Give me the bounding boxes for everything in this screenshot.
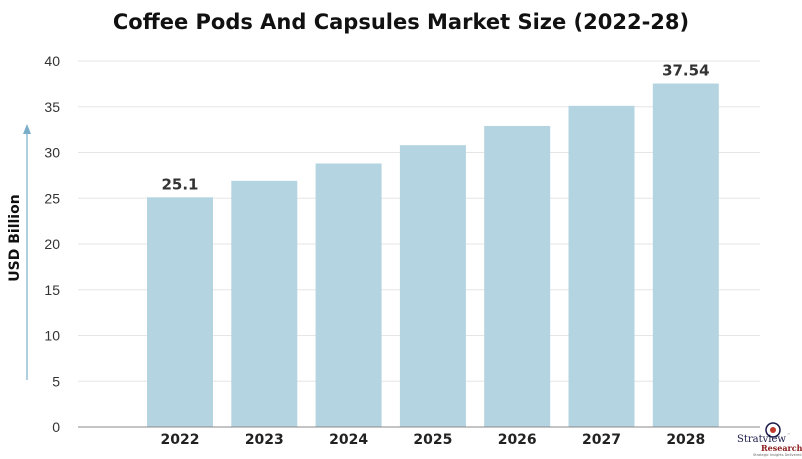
logo-tm: ™	[787, 433, 791, 437]
x-tick-label: 2027	[582, 432, 621, 448]
y-axis-label-group: USD Billion	[7, 124, 31, 380]
y-tick-label: 15	[44, 282, 60, 298]
bar-2026	[484, 125, 551, 427]
logo-sub: Research	[761, 443, 802, 453]
x-tick-label: 2024	[329, 432, 368, 448]
bar-2028	[652, 83, 719, 427]
y-tick-label: 30	[44, 145, 60, 161]
bar-2023	[231, 180, 298, 427]
logo-emblem-dot	[770, 427, 776, 433]
x-tick-label: 2023	[245, 432, 284, 448]
data-label-2028: 37.54	[662, 62, 709, 80]
logo-emblem	[765, 422, 781, 438]
data-labels: 25.1 37.54	[161, 62, 709, 194]
y-tick-label: 5	[52, 373, 60, 389]
data-label-2022: 25.1	[161, 175, 198, 193]
bar-2027	[568, 105, 635, 428]
x-axis-ticks: 2022 2023 2024 2025 2026 2027 2028	[161, 432, 706, 448]
bars	[147, 83, 719, 428]
bar-2024	[315, 163, 382, 428]
x-tick-label: 2026	[498, 432, 537, 448]
logo-tagline: Strategic Insights Delivered	[753, 453, 801, 457]
y-axis-ticks: 0 5 10 15 20 25 30 35 40	[44, 53, 60, 435]
bar-2025	[399, 145, 466, 427]
y-tick-label: 25	[44, 190, 60, 206]
y-tick-label: 0	[52, 419, 60, 435]
bar-2022	[147, 197, 213, 427]
y-axis-arrow-head	[23, 124, 31, 134]
y-axis-label: USD Billion	[7, 194, 23, 281]
x-tick-label: 2025	[413, 432, 452, 448]
y-tick-label: 35	[44, 99, 60, 115]
x-tick-label: 2022	[161, 432, 200, 448]
stratview-logo: Stratview ™ Research Strategic Insights …	[737, 422, 802, 457]
y-tick-label: 10	[44, 328, 60, 344]
x-tick-label: 2028	[666, 432, 705, 448]
logo-name: Stratview	[737, 434, 786, 445]
chart-title: Coffee Pods And Capsules Market Size (20…	[113, 10, 689, 34]
y-tick-label: 40	[44, 53, 60, 69]
y-tick-label: 20	[44, 236, 60, 252]
